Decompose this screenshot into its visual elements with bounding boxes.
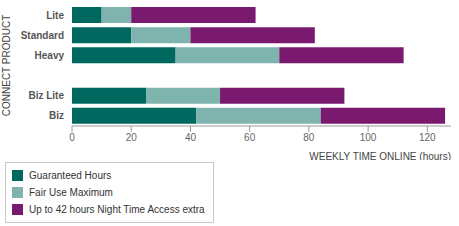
svg-text:20: 20 <box>126 132 138 143</box>
svg-text:CONNECT PRODUCT: CONNECT PRODUCT <box>8 15 12 116</box>
svg-text:120: 120 <box>419 132 436 143</box>
html-text:Fair Use Maximum: Fair Use Maximum <box>29 187 113 198</box>
svg-text:WEEKLY TIME ONLINE (hours): WEEKLY TIME ONLINE (hours) <box>309 151 451 160</box>
svg-text:Biz Lite: Biz Lite <box>28 90 64 101</box>
svg-text:80: 80 <box>303 132 315 143</box>
svg-text:0: 0 <box>69 132 75 143</box>
svg-text:Biz: Biz <box>49 110 64 121</box>
svg-text:40: 40 <box>185 132 197 143</box>
svg-text:100: 100 <box>360 132 377 143</box>
svg-text:Heavy: Heavy <box>35 50 65 61</box>
svg-text:Lite: Lite <box>46 10 64 21</box>
svg-text:60: 60 <box>244 132 256 143</box>
svg-text:Standard: Standard <box>21 30 64 41</box>
html-text:Guaranteed Hours: Guaranteed Hours <box>29 170 112 181</box>
html-text:Up to 42 hours Night Time Acce: Up to 42 hours Night Time Access extra <box>29 204 205 215</box>
